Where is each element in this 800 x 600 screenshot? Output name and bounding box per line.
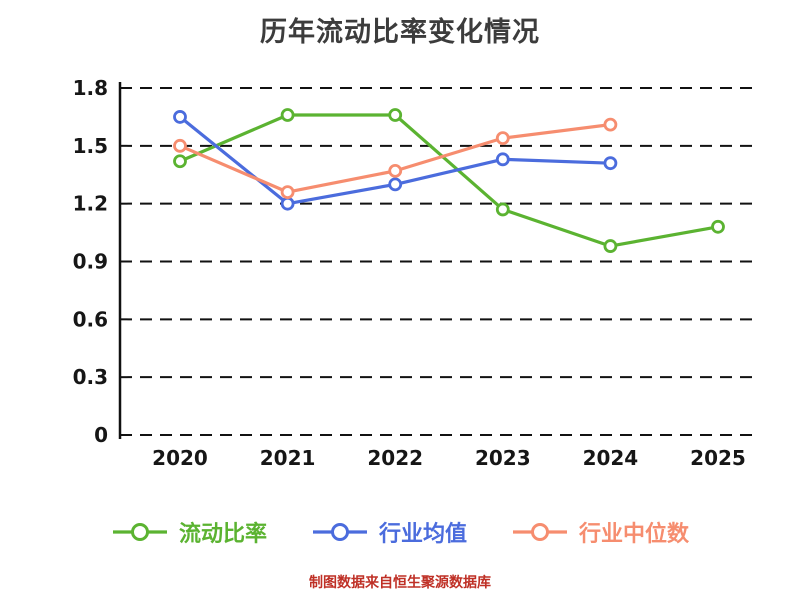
y-tick-label: 0.3 [73, 365, 108, 389]
legend-marker-icon [312, 523, 367, 541]
data-point-marker [173, 138, 187, 153]
legend: 流动比率 行业均值 行业中位数 [0, 516, 800, 548]
data-point-marker [173, 110, 187, 124]
data-point-marker [495, 152, 510, 167]
data-point-marker [388, 108, 403, 122]
x-tick-label: 2024 [583, 446, 639, 470]
y-tick-label: 1.5 [73, 134, 108, 158]
legend-marker-icon [112, 523, 167, 541]
data-point-marker [495, 131, 510, 146]
data-point-marker [173, 154, 187, 169]
data-point-marker [388, 163, 403, 178]
data-point-marker [280, 185, 295, 200]
data-point-marker [280, 108, 295, 122]
legend-label: 行业中位数 [579, 522, 690, 547]
y-tick-label: 1.2 [73, 192, 108, 216]
legend-item: 行业均值 [311, 516, 467, 548]
data-point-marker [603, 239, 618, 253]
y-tick-label: 0.6 [73, 307, 108, 331]
data-point-marker [388, 177, 403, 192]
x-tick-label: 2021 [260, 446, 316, 470]
data-point-marker [280, 196, 295, 211]
data-point-marker [603, 117, 618, 132]
chart-title: 历年流动比率变化情况 [260, 17, 540, 48]
data-point-marker [603, 156, 618, 171]
series-line [178, 113, 720, 248]
data-source-note: 制图数据来自恒生聚源数据库 [309, 575, 491, 591]
x-tick-label: 2025 [690, 446, 746, 470]
y-tick-label: 0.9 [73, 250, 108, 274]
data-point-marker [711, 219, 725, 234]
legend-marker-icon [513, 523, 567, 541]
legend-label: 行业均值 [378, 522, 467, 547]
legend-label: 流动比率 [178, 522, 267, 547]
legend-item: 行业中位数 [511, 516, 689, 548]
legend-item: 流动比率 [111, 516, 267, 548]
y-tick-label: 0 [94, 423, 108, 447]
x-tick-label: 2023 [475, 446, 531, 470]
x-tick-label: 2020 [152, 446, 208, 470]
x-tick-label: 2022 [367, 446, 423, 470]
y-tick-label: 1.8 [73, 76, 108, 100]
data-point-marker [495, 202, 510, 217]
